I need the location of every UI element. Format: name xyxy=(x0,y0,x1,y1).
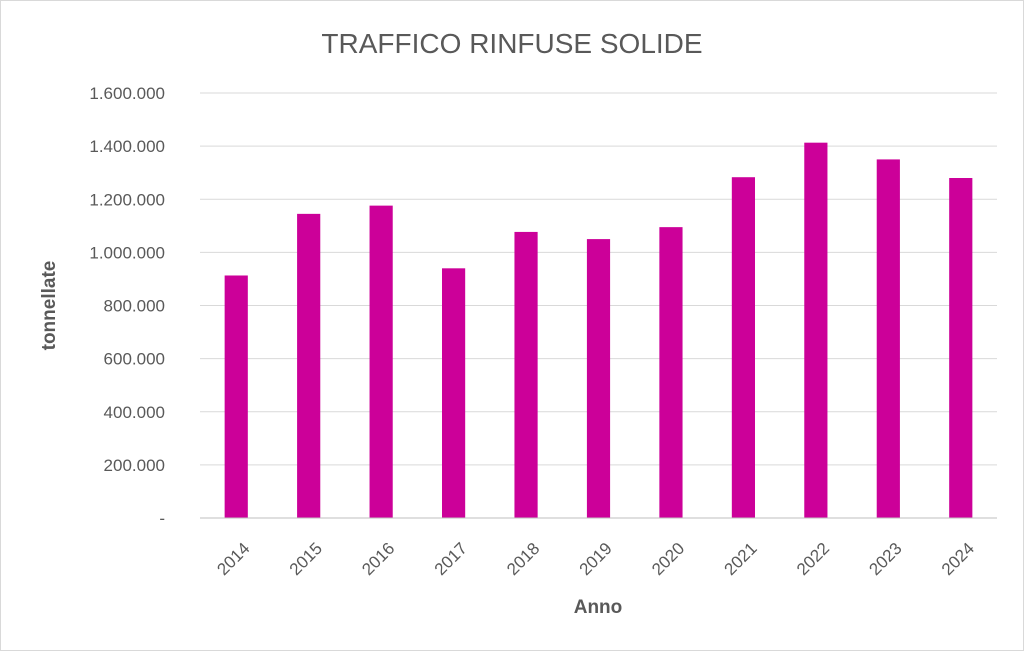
x-tick-label: 2021 xyxy=(721,539,761,579)
bar-2024 xyxy=(949,178,973,518)
bar-2018 xyxy=(514,231,538,518)
y-tick-label: - xyxy=(159,509,165,528)
bar-2016 xyxy=(369,205,393,518)
y-tick-label: 1.000.000 xyxy=(89,243,165,262)
y-tick-label: 1.200.000 xyxy=(89,190,165,209)
bar-2014 xyxy=(224,275,248,518)
y-tick-label: 1.400.000 xyxy=(89,137,165,156)
y-tick-label: 600.000 xyxy=(104,350,165,369)
x-tick-label: 2018 xyxy=(503,539,543,579)
x-tick-label: 2023 xyxy=(865,539,905,579)
bar-2023 xyxy=(876,159,900,518)
x-axis-title: Anno xyxy=(574,597,623,618)
y-axis-ticks: - 200.000 400.000 600.000 800.000 1.000.000 1.… xyxy=(89,84,165,528)
x-tick-label: 2014 xyxy=(213,539,253,579)
y-tick-label: 400.000 xyxy=(104,403,165,422)
y-tick-label: 800.000 xyxy=(104,297,165,316)
chart-title: TRAFFICO RINFUSE SOLIDE xyxy=(321,28,702,59)
x-tick-label: 2020 xyxy=(648,539,688,579)
bar-2019 xyxy=(586,239,611,518)
y-tick-label: 1.600.000 xyxy=(89,84,165,103)
bar-2022 xyxy=(804,142,828,518)
bar-2021 xyxy=(731,177,756,518)
bar-2015 xyxy=(297,213,321,518)
x-tick-label: 2016 xyxy=(358,539,398,579)
x-tick-label: 2017 xyxy=(431,539,471,579)
x-axis-ticks: 2014 2015 2016 2017 2018 2019 2020 2021 2022 2023… xyxy=(213,539,978,579)
x-tick-label: 2019 xyxy=(576,539,616,579)
x-tick-label: 2015 xyxy=(286,539,326,579)
bar-2017 xyxy=(441,268,466,518)
bar-2020 xyxy=(659,227,683,518)
x-tick-label: 2024 xyxy=(938,539,978,579)
x-tick-label: 2022 xyxy=(793,539,833,579)
y-tick-label: 200.000 xyxy=(104,456,165,475)
y-axis-title: tonnellate xyxy=(39,261,60,351)
bars xyxy=(224,142,973,518)
